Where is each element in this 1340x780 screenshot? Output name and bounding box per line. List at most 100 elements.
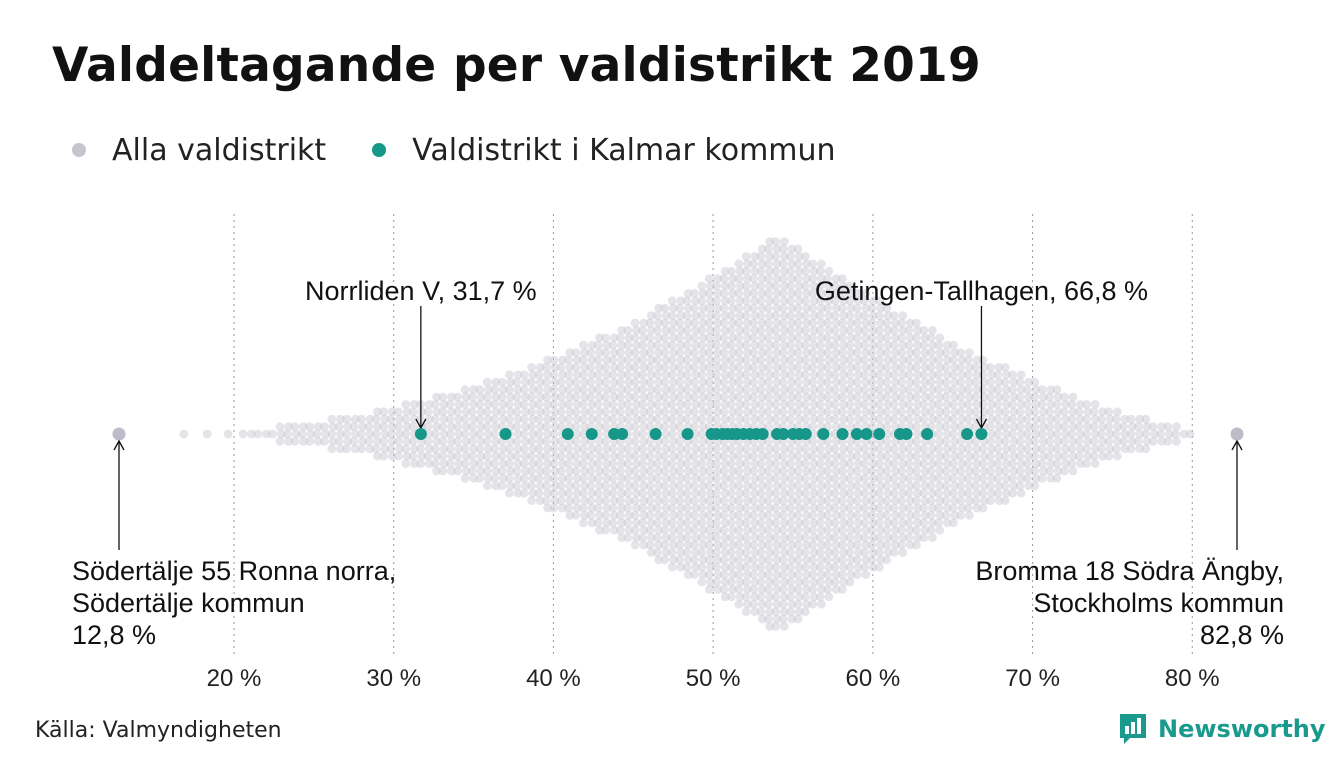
all-district-dot (882, 466, 892, 476)
all-district-dot (780, 488, 789, 498)
all-district-dot (971, 496, 980, 505)
all-district-dot (756, 577, 766, 587)
all-district-dot (934, 518, 943, 528)
all-district-dot (638, 429, 647, 439)
x-tick-label: 30 % (366, 665, 421, 692)
all-district-dot (883, 400, 893, 409)
all-district-dot (1141, 429, 1151, 439)
all-district-dot (771, 622, 781, 631)
all-district-dot (276, 429, 286, 439)
all-district-dot (505, 474, 514, 483)
all-district-dot (771, 311, 781, 320)
all-district-dot (771, 474, 781, 483)
all-district-dot (823, 348, 832, 357)
all-district-dot (357, 414, 366, 424)
all-district-dot (1008, 400, 1017, 409)
all-district-dot (593, 444, 603, 454)
all-district-dot (431, 444, 440, 454)
all-district-dot (632, 429, 641, 439)
all-district-dot (698, 466, 708, 476)
all-district-dot (342, 414, 351, 424)
all-district-dot (897, 481, 906, 491)
all-district-dot (549, 503, 559, 513)
all-district-dot (697, 414, 707, 424)
all-district-dot (453, 451, 462, 461)
all-district-dot (735, 281, 745, 291)
all-district-dot (313, 437, 323, 446)
all-district-dot (771, 296, 781, 306)
all-district-dot (823, 451, 832, 461)
all-district-dot (586, 451, 596, 461)
all-district-dot (802, 525, 811, 535)
all-district-dot (713, 392, 723, 402)
all-district-dot (1024, 392, 1033, 402)
all-district-dot (845, 518, 855, 528)
all-district-dot (913, 326, 922, 335)
all-district-dot (623, 414, 633, 424)
all-district-dot (1082, 400, 1091, 409)
all-district-dot (898, 474, 908, 483)
all-district-dot (586, 466, 596, 476)
all-district-dot (963, 503, 973, 513)
all-district-dot (889, 444, 899, 454)
all-district-dot (793, 348, 803, 357)
all-district-dot (875, 444, 884, 454)
all-district-dot (528, 400, 538, 409)
all-district-dot (623, 385, 633, 394)
all-district-dot (683, 363, 693, 372)
all-district-dot (1016, 488, 1026, 498)
all-district-dot (1037, 444, 1047, 454)
all-district-dot (646, 503, 656, 513)
all-district-dot (913, 459, 922, 468)
all-district-dot (602, 370, 612, 380)
all-district-dot (1009, 437, 1019, 446)
all-district-dot (854, 503, 863, 513)
kalmar-district-dot (649, 428, 662, 440)
all-district-dot (956, 437, 966, 446)
legend-dot-all (72, 143, 86, 157)
all-district-dot (460, 459, 470, 468)
all-district-dot (653, 370, 662, 380)
all-district-dot (1000, 466, 1010, 476)
all-district-dot (617, 474, 626, 483)
all-district-dot (646, 533, 656, 542)
all-district-dot (868, 355, 878, 365)
all-district-dot (867, 392, 877, 402)
all-district-dot (824, 518, 834, 528)
all-district-dot (868, 548, 878, 557)
all-district-dot (682, 562, 692, 572)
all-district-dot (290, 437, 300, 446)
all-district-dot (823, 333, 832, 343)
all-district-dot (608, 385, 618, 394)
all-district-dot (601, 407, 610, 417)
all-district-dot (750, 474, 760, 483)
all-district-dot (838, 363, 847, 372)
all-district-dot (646, 518, 656, 528)
all-district-dot (831, 555, 841, 565)
all-district-dot (698, 496, 708, 505)
all-district-dot (956, 377, 966, 387)
all-district-dot (750, 503, 760, 513)
all-district-dot (905, 481, 915, 491)
all-district-dot (772, 333, 782, 343)
all-district-dot (935, 511, 945, 520)
all-district-dot (1141, 444, 1151, 454)
all-district-dot (950, 422, 959, 431)
all-district-dot (565, 496, 575, 505)
all-district-dot (801, 326, 810, 335)
all-district-dot (743, 392, 752, 402)
all-district-dot (749, 525, 758, 535)
all-district-dot (839, 326, 848, 335)
all-district-dot (765, 400, 774, 409)
all-district-dot (571, 511, 581, 520)
all-district-dot (572, 488, 582, 498)
all-district-dot (1179, 429, 1189, 439)
all-district-dot (987, 370, 996, 380)
all-district-dot (831, 274, 841, 283)
all-district-dot (639, 466, 649, 476)
all-district-dot (683, 318, 693, 328)
all-district-dot (676, 326, 686, 335)
all-district-dot (919, 370, 929, 380)
all-district-dot (854, 488, 863, 498)
all-district-dot (543, 414, 552, 424)
